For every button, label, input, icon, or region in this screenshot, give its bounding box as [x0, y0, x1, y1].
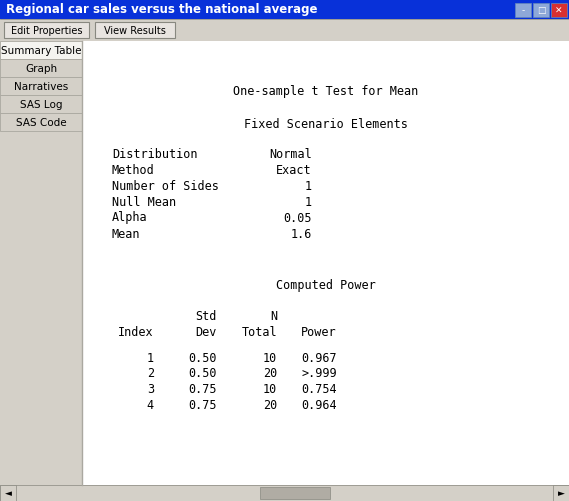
Bar	[553, 485, 569, 501]
Bar	[0, 42, 82, 60]
Text: Fixed Scenario Elements: Fixed Scenario Elements	[244, 118, 407, 131]
Text: 20: 20	[263, 367, 277, 380]
Bar	[0, 0, 569, 20]
Text: 20: 20	[263, 399, 277, 412]
Bar	[0, 42, 82, 485]
Bar	[0, 114, 82, 132]
Bar	[82, 42, 569, 485]
Bar	[551, 4, 567, 18]
Text: Edit Properties: Edit Properties	[11, 26, 83, 36]
Text: Alpha: Alpha	[112, 211, 147, 224]
Bar	[95, 23, 175, 39]
Text: 0.754: 0.754	[302, 383, 337, 396]
Bar	[0, 78, 82, 96]
Text: Number of Sides: Number of Sides	[112, 179, 219, 192]
Text: Normal: Normal	[269, 147, 312, 160]
Bar	[0, 60, 82, 78]
Text: 10: 10	[263, 383, 277, 396]
Bar	[0, 485, 569, 501]
Text: Dev: Dev	[196, 325, 217, 338]
Text: Distribution: Distribution	[112, 147, 197, 160]
Text: 3: 3	[147, 383, 154, 396]
Text: 0.75: 0.75	[188, 399, 217, 412]
Bar	[260, 487, 330, 499]
Text: 10: 10	[263, 351, 277, 364]
Text: 1: 1	[305, 195, 312, 208]
Text: -: -	[521, 7, 525, 16]
Bar	[0, 485, 16, 501]
Text: 1: 1	[147, 351, 154, 364]
Text: 0.05: 0.05	[283, 211, 312, 224]
Text: Exact: Exact	[277, 163, 312, 176]
Bar	[4, 23, 89, 39]
Text: Graph: Graph	[25, 64, 57, 74]
Text: Power: Power	[302, 325, 337, 338]
Text: View Results: View Results	[104, 26, 166, 36]
Text: Total: Total	[241, 325, 277, 338]
Text: 2: 2	[147, 367, 154, 380]
Text: ✕: ✕	[555, 7, 563, 16]
Bar	[533, 4, 549, 18]
Text: 1: 1	[305, 179, 312, 192]
Text: Computed Power: Computed Power	[275, 279, 376, 292]
Bar	[0, 20, 569, 42]
Text: SAS Log: SAS Log	[20, 100, 62, 110]
Text: 0.964: 0.964	[302, 399, 337, 412]
Text: Summary Table: Summary Table	[1, 46, 81, 56]
Text: N: N	[270, 309, 277, 322]
Text: Method: Method	[112, 163, 155, 176]
Bar	[515, 4, 531, 18]
Text: Regional car sales versus the national average: Regional car sales versus the national a…	[6, 4, 318, 17]
Text: Std: Std	[196, 309, 217, 322]
Text: >.999: >.999	[302, 367, 337, 380]
Text: 1.6: 1.6	[291, 227, 312, 240]
Text: 0.50: 0.50	[188, 351, 217, 364]
Text: Mean: Mean	[112, 227, 141, 240]
Text: 4: 4	[147, 399, 154, 412]
Text: 0.75: 0.75	[188, 383, 217, 396]
Text: ◄: ◄	[5, 488, 11, 497]
Text: SAS Code: SAS Code	[16, 118, 67, 128]
Text: ►: ►	[558, 488, 564, 497]
Text: □: □	[537, 7, 545, 16]
Bar	[0, 96, 82, 114]
Text: 0.50: 0.50	[188, 367, 217, 380]
Text: One-sample t Test for Mean: One-sample t Test for Mean	[233, 85, 418, 98]
Text: 0.967: 0.967	[302, 351, 337, 364]
Text: Null Mean: Null Mean	[112, 195, 176, 208]
Text: Index: Index	[118, 325, 154, 338]
Text: Narratives: Narratives	[14, 82, 68, 92]
